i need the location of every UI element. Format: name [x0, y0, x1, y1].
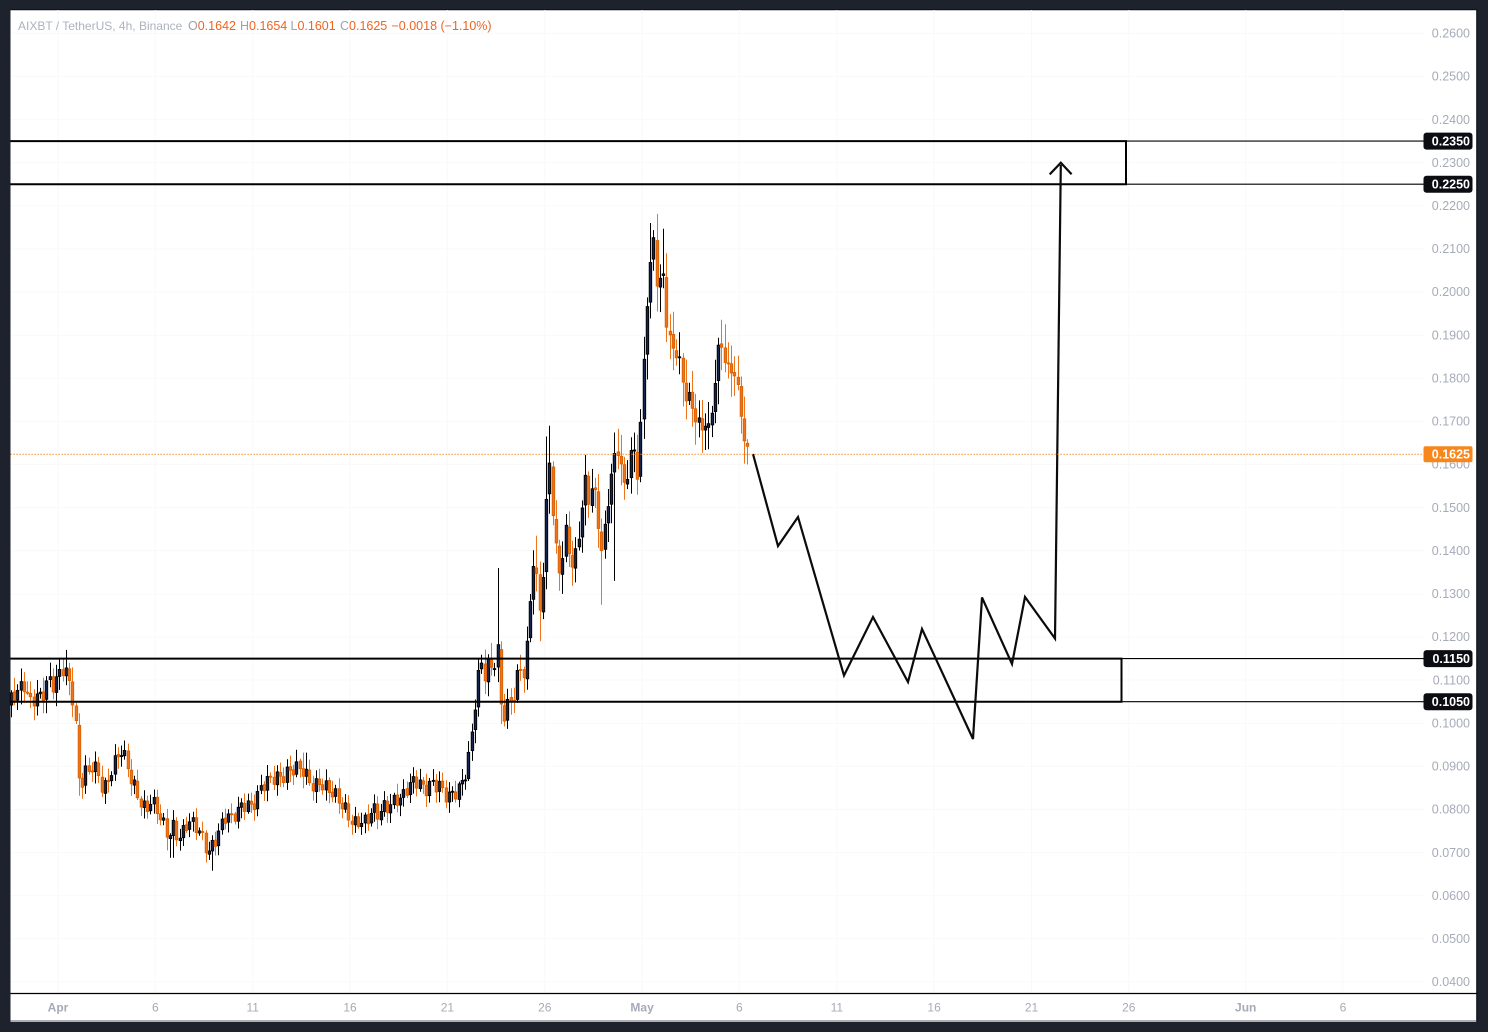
- svg-text:0.1300: 0.1300: [1432, 587, 1470, 601]
- svg-text:May: May: [630, 1001, 654, 1015]
- svg-text:0.2100: 0.2100: [1432, 242, 1470, 256]
- svg-text:Jun: Jun: [1235, 1001, 1256, 1015]
- svg-text:Apr: Apr: [48, 1001, 69, 1015]
- svg-text:21: 21: [441, 1001, 455, 1015]
- svg-text:0.2350: 0.2350: [1432, 135, 1470, 149]
- svg-text:0.1000: 0.1000: [1432, 716, 1470, 730]
- svg-text:0.0700: 0.0700: [1432, 846, 1470, 860]
- svg-text:0.0900: 0.0900: [1432, 760, 1470, 774]
- svg-text:6: 6: [736, 1001, 743, 1015]
- svg-text:0.2300: 0.2300: [1432, 156, 1470, 170]
- svg-text:0.1500: 0.1500: [1432, 501, 1470, 515]
- svg-text:0.2600: 0.2600: [1432, 27, 1470, 41]
- svg-text:0.1400: 0.1400: [1432, 544, 1470, 558]
- svg-text:0.2400: 0.2400: [1432, 113, 1470, 127]
- svg-text:11: 11: [831, 1001, 844, 1015]
- svg-text:11: 11: [246, 1001, 259, 1015]
- svg-text:0.1100: 0.1100: [1433, 673, 1470, 687]
- svg-text:0.1150: 0.1150: [1432, 652, 1470, 666]
- svg-text:0.1050: 0.1050: [1432, 695, 1470, 709]
- svg-text:16: 16: [343, 1001, 357, 1015]
- svg-text:0.2500: 0.2500: [1432, 70, 1470, 84]
- svg-text:0.2250: 0.2250: [1432, 178, 1470, 192]
- svg-text:0.2200: 0.2200: [1432, 199, 1470, 213]
- svg-text:0.0400: 0.0400: [1432, 975, 1470, 989]
- svg-text:6: 6: [152, 1001, 159, 1015]
- svg-text:0.1900: 0.1900: [1432, 328, 1470, 342]
- svg-text:0.0800: 0.0800: [1432, 803, 1470, 817]
- svg-text:26: 26: [538, 1001, 552, 1015]
- svg-text:16: 16: [927, 1001, 941, 1015]
- svg-text:0.2000: 0.2000: [1432, 285, 1470, 299]
- svg-text:0.0500: 0.0500: [1432, 932, 1470, 946]
- svg-text:0.1700: 0.1700: [1432, 415, 1470, 429]
- svg-text:0.1625: 0.1625: [1432, 448, 1470, 462]
- svg-text:0.1200: 0.1200: [1432, 630, 1470, 644]
- svg-text:21: 21: [1025, 1001, 1039, 1015]
- svg-text:0.0600: 0.0600: [1432, 889, 1470, 903]
- svg-text:26: 26: [1122, 1001, 1136, 1015]
- svg-text:0.1800: 0.1800: [1432, 372, 1470, 386]
- svg-text:6: 6: [1340, 1001, 1347, 1015]
